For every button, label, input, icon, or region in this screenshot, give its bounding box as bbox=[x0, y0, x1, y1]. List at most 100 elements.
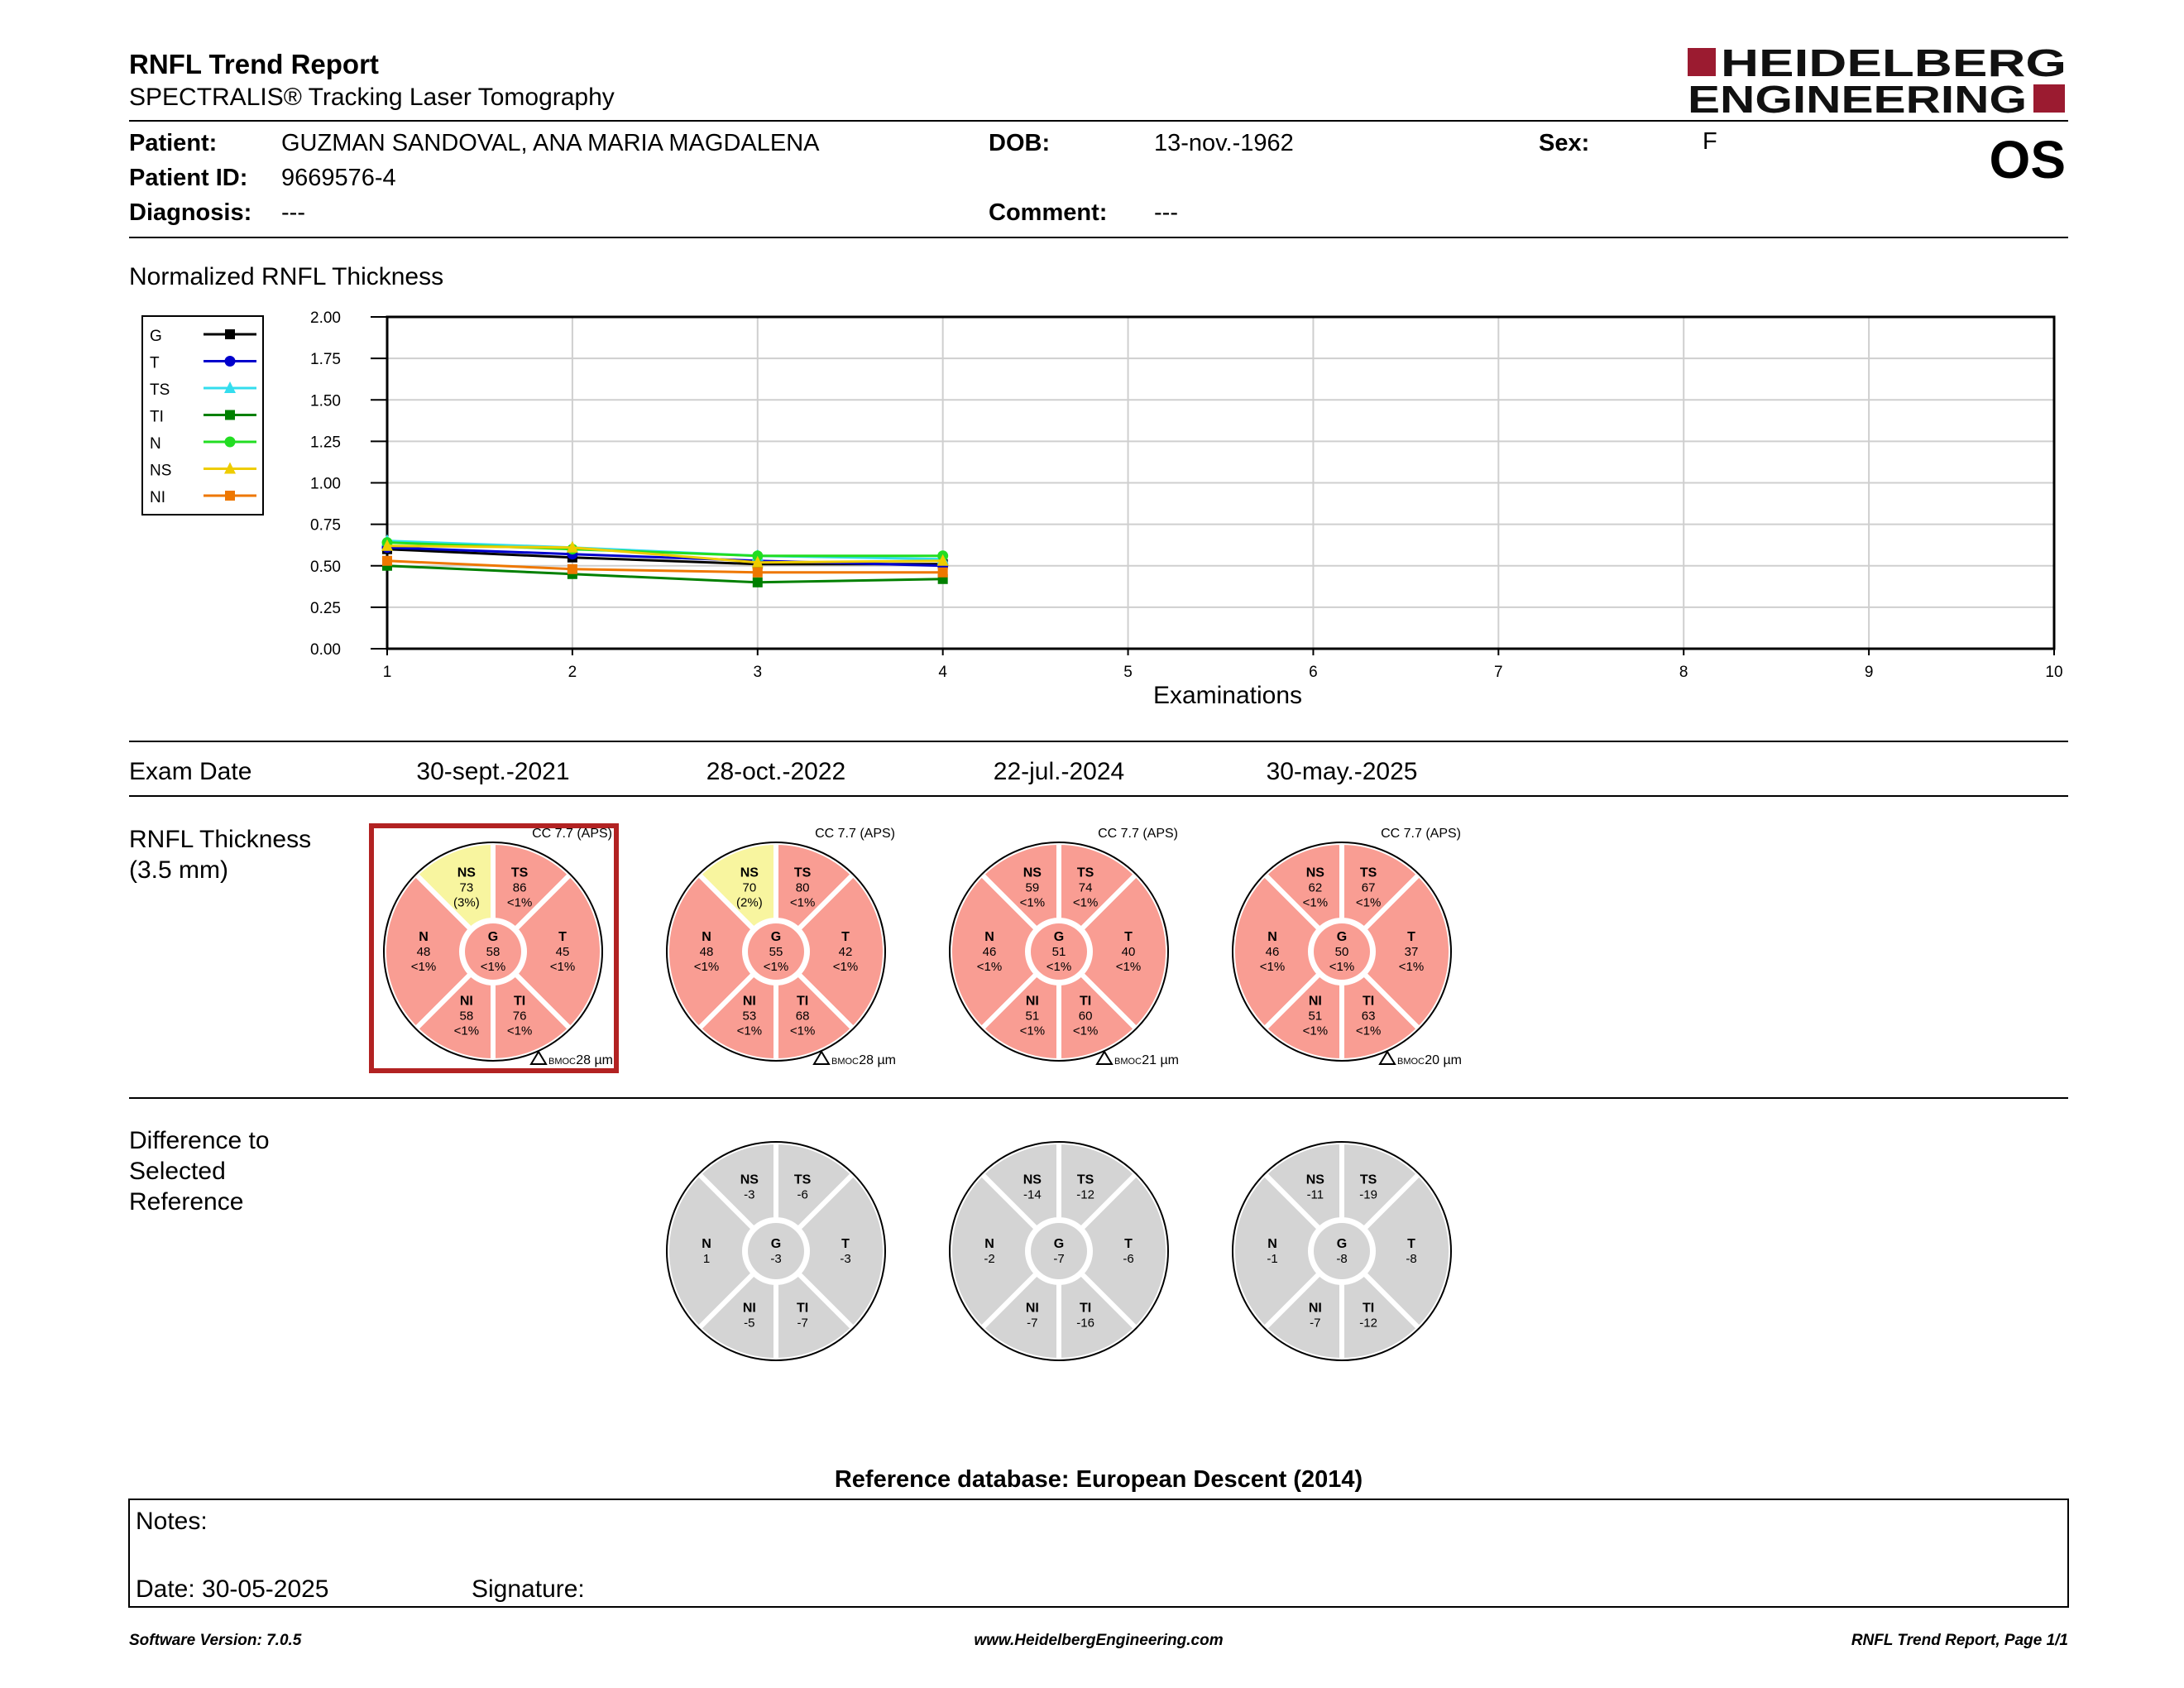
logo-square-top bbox=[1688, 48, 1716, 76]
thickness-2-label-t: 42 bbox=[839, 945, 853, 959]
difference-4-label-ti: TI bbox=[1363, 1302, 1374, 1316]
plot-area bbox=[386, 315, 2056, 650]
thickness-3-label-g: <1% bbox=[1046, 960, 1071, 974]
signature-label: Signature: bbox=[472, 1575, 585, 1603]
thickness-3-label-n: N bbox=[984, 930, 994, 944]
thickness-1-label-n: <1% bbox=[411, 960, 436, 974]
thickness-2-sector-g bbox=[748, 923, 804, 980]
patient-id-label: Patient ID: bbox=[129, 165, 247, 191]
difference-3-outline bbox=[949, 1141, 1169, 1361]
difference-label-line1: Difference to bbox=[129, 1127, 270, 1154]
thickness-3-label-t: <1% bbox=[1116, 960, 1141, 974]
thickness-2-label-t: <1% bbox=[833, 960, 858, 974]
report-title: RNFL Trend Report bbox=[129, 49, 379, 79]
thickness-1-label-ts: TS bbox=[511, 866, 529, 880]
thickness-2-bmo-prefix: BMOC bbox=[831, 1057, 859, 1067]
x-tick-label: 4 bbox=[938, 664, 947, 681]
x-tick-label: 6 bbox=[1309, 664, 1318, 681]
thickness-2-outline bbox=[666, 842, 886, 1062]
sex-label: Sex: bbox=[1539, 130, 1589, 156]
thickness-2-label-g: G bbox=[771, 930, 781, 944]
legend-label-n: N bbox=[150, 435, 161, 453]
y-tick-label: 0.75 bbox=[310, 517, 341, 535]
thickness-4-label-ni: <1% bbox=[1303, 1024, 1328, 1038]
thickness-1-label-ni: NI bbox=[460, 995, 473, 1009]
difference-4-label-n: N bbox=[1267, 1237, 1277, 1251]
thickness-3-label-ns: 59 bbox=[1026, 880, 1040, 894]
thickness-1-label-ni: 58 bbox=[460, 1009, 474, 1024]
difference-4-label-ni: -7 bbox=[1310, 1316, 1320, 1331]
thickness-2-label-n: 48 bbox=[700, 945, 714, 959]
thickness-2-label-t: T bbox=[841, 930, 850, 944]
x-tick-label: 8 bbox=[1679, 664, 1688, 681]
difference-4-label-g: -8 bbox=[1336, 1252, 1347, 1266]
x-tick-label: 10 bbox=[2045, 664, 2062, 681]
difference-row: T-3TS-6NS-3N1NI-5TI-7G-3T-6TS-12NS-14N-2… bbox=[664, 1139, 1454, 1364]
thickness-2-label-g: <1% bbox=[764, 960, 788, 974]
y-tick-label: 0.50 bbox=[310, 559, 341, 576]
thickness-4-label-ts: <1% bbox=[1356, 895, 1381, 909]
data-point-ns bbox=[381, 539, 393, 551]
sex-value: F bbox=[1703, 128, 1717, 155]
thickness-1-label-ti: TI bbox=[514, 995, 525, 1009]
thickness-4-label-t: 37 bbox=[1405, 945, 1419, 959]
thickness-2-bmo-value: 28 µm bbox=[859, 1053, 896, 1067]
delta-icon bbox=[1095, 1050, 1114, 1065]
x-tick-label: 7 bbox=[1494, 664, 1503, 681]
thickness-4-sector-circle: T37<1%TS67<1%NS62<1%N46<1%NI51<1%TI63<1%… bbox=[1229, 839, 1454, 1064]
difference-3-sector-g bbox=[1031, 1223, 1087, 1279]
difference-3-label-t: T bbox=[1124, 1237, 1133, 1251]
x-tick-label: 1 bbox=[383, 664, 392, 681]
difference-4-label-n: -1 bbox=[1267, 1252, 1277, 1266]
thickness-2-label-ns: NS bbox=[740, 866, 759, 880]
delta-icon bbox=[1378, 1050, 1396, 1065]
thickness-4-label-t: T bbox=[1407, 930, 1415, 944]
data-point-ns bbox=[936, 554, 949, 566]
thickness-1-label-g: <1% bbox=[481, 960, 505, 974]
difference-2-label-t: -3 bbox=[840, 1252, 850, 1266]
thickness-4-bmo-value: 20 µm bbox=[1425, 1053, 1462, 1067]
heidelberg-logo: HEIDELBERG ENGINEERING bbox=[1688, 41, 2067, 121]
thickness-3-bmo-value: 21 µm bbox=[1142, 1053, 1179, 1067]
y-tick-label: 1.25 bbox=[310, 434, 341, 451]
notes-label: Notes: bbox=[136, 1508, 208, 1535]
y-tick-label: 1.50 bbox=[310, 392, 341, 410]
difference-4-label-ts: TS bbox=[1360, 1172, 1377, 1187]
legend-marker-t bbox=[224, 356, 236, 367]
thickness-2-label-ti: <1% bbox=[790, 1024, 815, 1038]
x-tick-label: 3 bbox=[753, 664, 762, 681]
thickness-3-label-g: 51 bbox=[1052, 945, 1066, 959]
data-point-ni bbox=[752, 567, 763, 578]
difference-2-label-g: G bbox=[771, 1237, 781, 1251]
website-link[interactable]: www.HeidelbergEngineering.com bbox=[974, 1632, 1223, 1649]
series-line-t bbox=[386, 546, 943, 568]
difference-3-label-ti: TI bbox=[1080, 1302, 1091, 1316]
difference-2-label-n: 1 bbox=[703, 1252, 710, 1266]
thickness-1-label-ti: <1% bbox=[507, 1024, 532, 1038]
logo-text-line2: ENGINEERING bbox=[1688, 78, 2027, 121]
thickness-2-sector-circle: T42<1%TS80<1%NS70(2%)N48<1%NI53<1%TI68<1… bbox=[664, 839, 888, 1064]
data-point-ni bbox=[382, 555, 392, 566]
legend-marker-g bbox=[225, 329, 235, 339]
logo-text-line1: HEIDELBERG bbox=[1721, 41, 2067, 84]
thickness-3-sector-circle: T40<1%TS74<1%NS59<1%N46<1%NI51<1%TI60<1%… bbox=[946, 839, 1171, 1064]
thickness-4-label-ns: <1% bbox=[1303, 895, 1328, 909]
thickness-2-cc-label: CC 7.7 (APS) bbox=[815, 827, 895, 841]
delta-icon bbox=[529, 1050, 548, 1065]
legend-marker-ti bbox=[225, 410, 235, 420]
thickness-3-cc-label: CC 7.7 (APS) bbox=[1098, 827, 1178, 841]
thickness-3-sector-g bbox=[1031, 923, 1087, 980]
thickness-4-label-ni: 51 bbox=[1309, 1009, 1323, 1024]
thickness-3-label-t: 40 bbox=[1122, 945, 1136, 959]
thickness-4-label-g: 50 bbox=[1335, 945, 1349, 959]
thickness-1-sector-circle: T45<1%TS86<1%NS73(3%)N48<1%NI58<1%TI76<1… bbox=[381, 839, 605, 1064]
data-point-ni bbox=[567, 563, 577, 574]
y-tick-label: 0.25 bbox=[310, 600, 341, 617]
thickness-3-label-ts: <1% bbox=[1073, 895, 1098, 909]
page-number: RNFL Trend Report, Page 1/1 bbox=[1851, 1632, 2068, 1649]
thickness-3-label-ni: 51 bbox=[1026, 1009, 1040, 1024]
series-line-ns bbox=[386, 544, 943, 564]
difference-2-label-ts: TS bbox=[794, 1172, 812, 1187]
